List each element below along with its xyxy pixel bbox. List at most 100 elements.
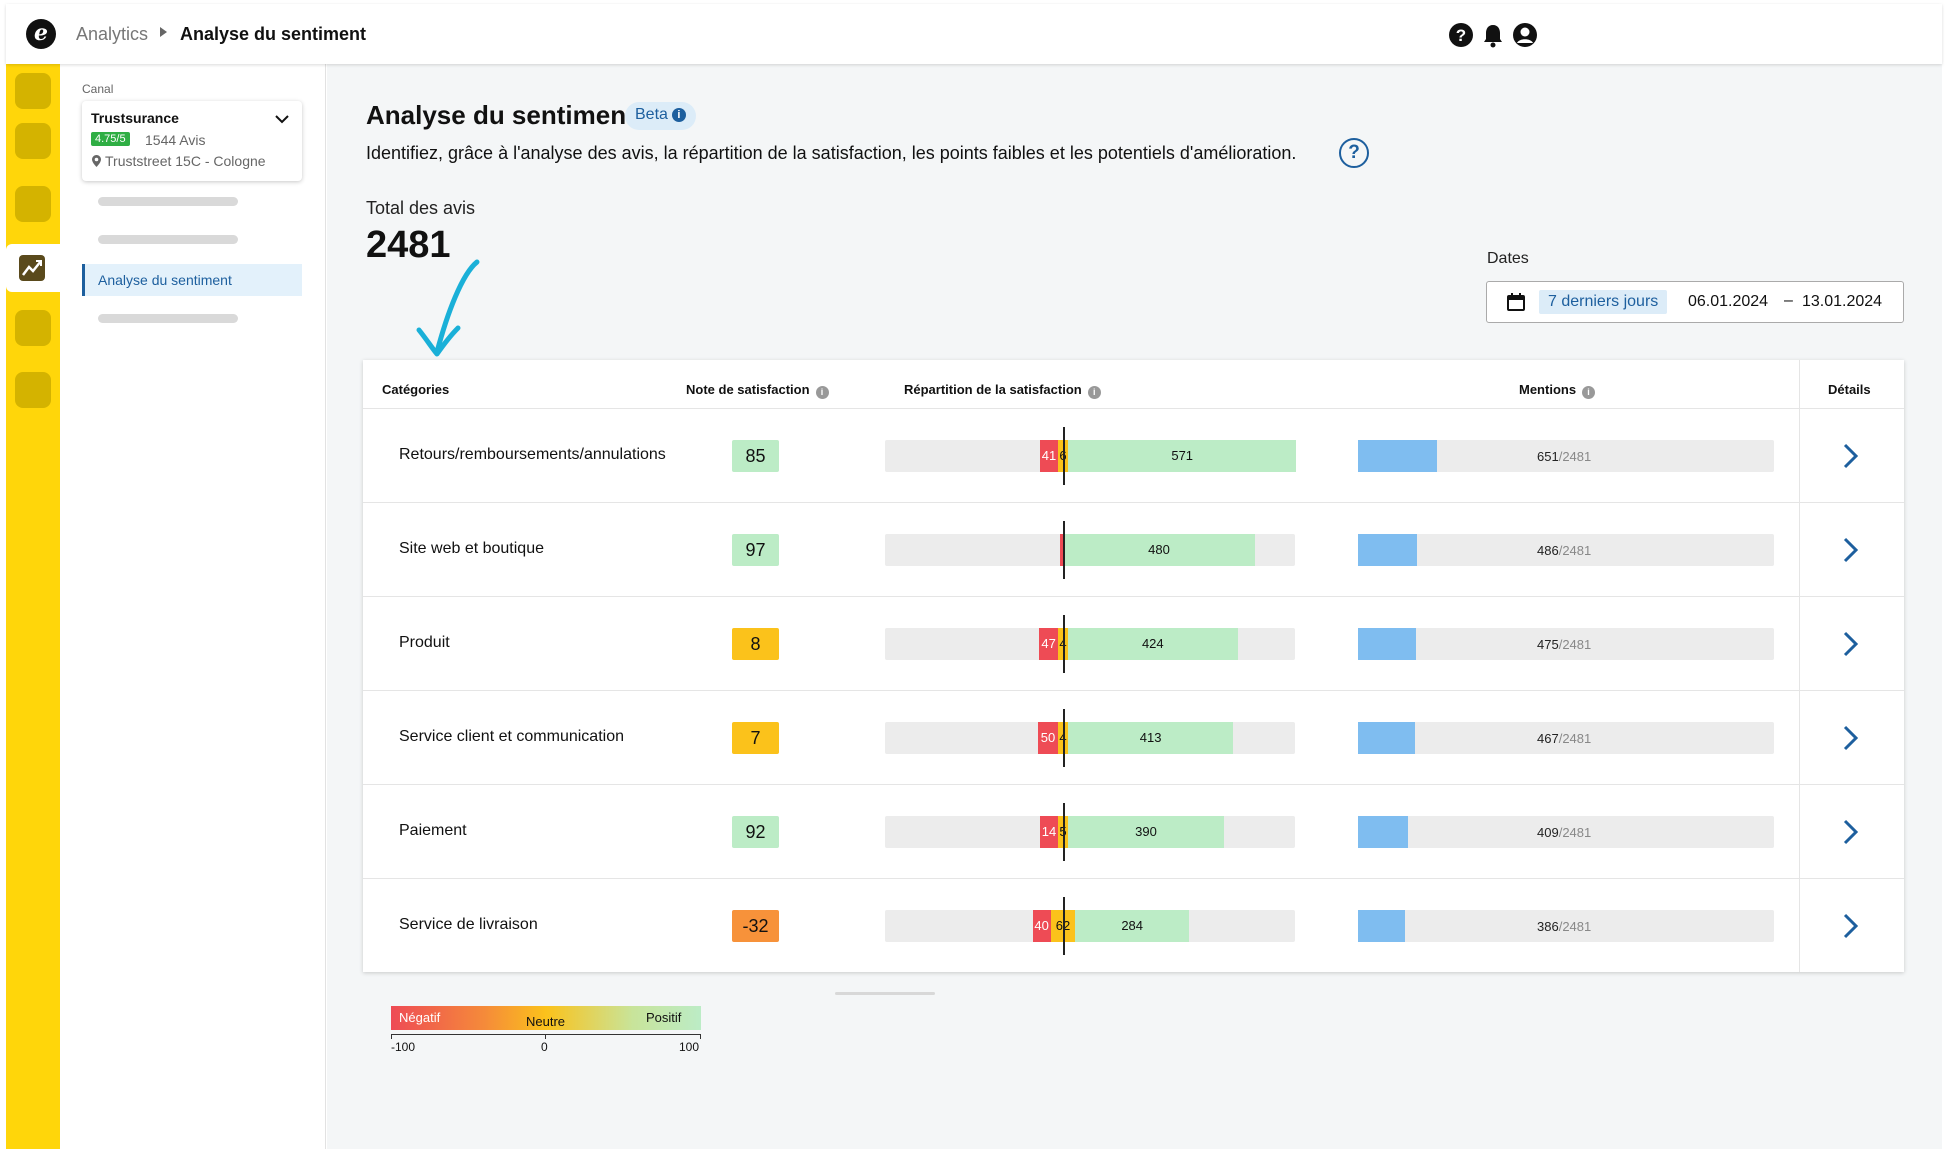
distribution-bar: 474424	[885, 628, 1295, 660]
distribution-segment-positive[interactable]: 571	[1068, 440, 1297, 472]
date-preset-chip[interactable]: 7 derniers jours	[1539, 290, 1668, 314]
beta-badge[interactable]: Beta i	[625, 102, 696, 130]
satisfaction-score-badge: 8	[732, 628, 779, 660]
nav-item-placeholder-1[interactable]	[98, 197, 238, 206]
canal-selector[interactable]: Trustsurance 4.75/5 1544 Avis Truststree…	[82, 101, 302, 181]
app-logo[interactable]: e	[26, 19, 56, 49]
category-name: Service de livraison	[399, 916, 538, 933]
mentions-bar: 475/2481	[1358, 628, 1774, 660]
table-row[interactable]: Service client et communication 7 504413 46…	[363, 690, 1904, 784]
user-icon[interactable]	[1512, 22, 1538, 48]
date-to[interactable]: 13.01.2024	[1802, 293, 1883, 310]
chevron-right-icon[interactable]	[1840, 722, 1862, 754]
chevron-down-icon	[275, 115, 289, 124]
chevron-right-icon[interactable]	[1840, 628, 1862, 660]
distribution-segment-negative[interactable]: 50	[1038, 722, 1058, 754]
annotation-arrow-icon	[416, 259, 480, 357]
legend-gradient-bar: Négatif Neutre Positif	[391, 1006, 701, 1030]
mentions-bar: 651/2481	[1358, 440, 1774, 472]
legend-neutral: Neutre	[526, 1014, 566, 1029]
distribution-segment-positive[interactable]: 480	[1063, 534, 1255, 566]
mentions-fill	[1358, 628, 1416, 660]
table-row[interactable]: Retours/remboursements/annulations 85 41 65…	[363, 408, 1904, 502]
rail-item-6[interactable]	[15, 372, 51, 408]
distribution-segment-negative[interactable]: 47	[1039, 628, 1058, 660]
mentions-fill	[1358, 534, 1418, 566]
legend-max: 100	[679, 1040, 700, 1054]
header-distribution-label: Répartition de la satisfaction	[904, 382, 1082, 397]
date-from[interactable]: 06.01.2024	[1688, 293, 1769, 310]
satisfaction-score-badge: 85	[732, 440, 779, 472]
distribution-segment-positive[interactable]: 390	[1068, 816, 1224, 848]
category-name: Retours/remboursements/annulations	[399, 446, 666, 463]
mentions-bar: 467/2481	[1358, 722, 1774, 754]
chevron-right-icon[interactable]	[1840, 910, 1862, 942]
bell-icon[interactable]	[1480, 22, 1506, 48]
mentions-fill	[1358, 910, 1405, 942]
neutral-center-line	[1063, 897, 1065, 955]
rail-item-1[interactable]	[15, 73, 51, 109]
neutral-center-line	[1063, 427, 1065, 485]
table-row[interactable]: Service de livraison -32 4062284 386/2481	[363, 878, 1904, 972]
distribution-segment-negative[interactable]: 40	[1032, 910, 1051, 942]
nav-item-placeholder-2[interactable]	[98, 235, 238, 244]
info-icon[interactable]: i	[815, 386, 829, 399]
mentions-count: 486/2481	[1537, 543, 1592, 558]
help-circle-icon[interactable]: ?	[1339, 138, 1369, 168]
details-column-divider	[1799, 360, 1800, 972]
breadcrumb-current: Analyse du sentiment	[180, 24, 367, 44]
distribution-segment-positive[interactable]: 413	[1068, 722, 1234, 754]
neutral-center-line	[1063, 521, 1065, 579]
info-icon[interactable]: i	[1087, 386, 1101, 399]
date-separator: –	[1784, 292, 1793, 309]
rating-badge: 4.75/5	[91, 132, 130, 146]
top-bar: e Analytics Analyse du sentiment ?	[6, 4, 1942, 64]
distribution-segment-negative[interactable]: 41	[1040, 440, 1058, 472]
legend-negative: Négatif	[399, 1010, 441, 1025]
nav-item-placeholder-3[interactable]	[98, 314, 238, 323]
distribution-bar: 145390	[885, 816, 1295, 848]
chevron-right-icon[interactable]	[1840, 440, 1862, 472]
help-icon[interactable]: ?	[1448, 22, 1474, 48]
rail-item-5[interactable]	[15, 310, 51, 346]
table-row[interactable]: Site web et boutique 97 480 486/2481	[363, 502, 1904, 596]
legend-mid: 0	[541, 1040, 548, 1054]
review-count: 1544 Avis	[145, 132, 206, 148]
nav-item-label: Analyse du sentiment	[98, 272, 232, 288]
info-icon[interactable]: i	[1582, 386, 1596, 399]
mentions-bar: 409/2481	[1358, 816, 1774, 848]
rail-item-analytics[interactable]	[6, 244, 60, 292]
distribution-segment-negative[interactable]	[1060, 534, 1063, 566]
distribution-segment-negative[interactable]: 14	[1040, 816, 1058, 848]
chevron-right-icon[interactable]	[1840, 816, 1862, 848]
breadcrumb-analytics[interactable]: Analytics	[76, 24, 149, 44]
neutral-center-line	[1063, 709, 1065, 767]
distribution-bar: 480	[885, 534, 1295, 566]
legend-tick	[391, 1034, 392, 1039]
breadcrumb-separator-icon	[160, 27, 167, 37]
header-details: Détails	[1828, 382, 1871, 397]
total-reviews-label: Total des avis	[366, 198, 476, 218]
horizontal-scrollbar[interactable]	[835, 992, 935, 995]
mentions-count: 475/2481	[1537, 637, 1592, 652]
chevron-right-icon[interactable]	[1840, 534, 1862, 566]
category-name: Service client et communication	[399, 728, 624, 745]
mentions-fill	[1358, 816, 1408, 848]
mentions-fill	[1358, 440, 1438, 472]
mentions-bar: 486/2481	[1358, 534, 1774, 566]
distribution-segment-positive[interactable]: 284	[1075, 910, 1189, 942]
canal-label: Canal	[82, 82, 114, 96]
distribution-segment-neutral[interactable]: 62	[1050, 910, 1076, 942]
rail-item-3[interactable]	[15, 186, 51, 222]
date-range-picker[interactable]: 7 derniers jours 06.01.2024 – 13.01.2024	[1486, 281, 1904, 323]
nav-item-sentiment-analysis[interactable]: Analyse du sentiment	[82, 264, 302, 296]
rail-item-2[interactable]	[15, 123, 51, 159]
table-row[interactable]: Paiement 92 145390 409/2481	[363, 784, 1904, 878]
distribution-segment-positive[interactable]: 424	[1068, 628, 1238, 660]
table-row[interactable]: Produit 8 474424 475/2481	[363, 596, 1904, 690]
analytics-chart-icon	[19, 255, 45, 281]
header-mentions-label: Mentions	[1519, 382, 1577, 397]
canal-address: Truststreet 15C - Cologne	[105, 153, 266, 169]
distribution-bar: 504413	[885, 722, 1295, 754]
satisfaction-score-badge: 92	[732, 816, 779, 848]
